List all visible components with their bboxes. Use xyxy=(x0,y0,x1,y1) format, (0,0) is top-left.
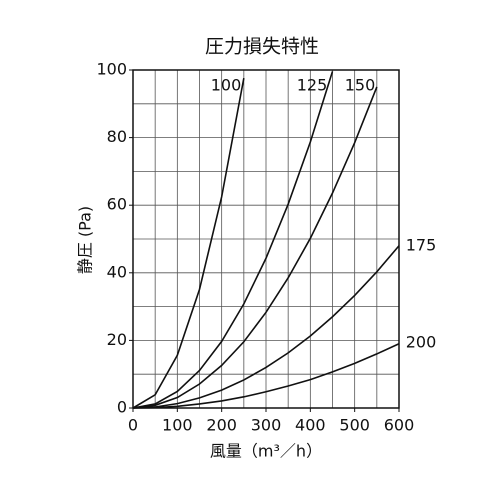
x-tick-label: 500 xyxy=(339,416,370,435)
y-tick-label: 40 xyxy=(107,262,127,281)
chart-title: 圧力損失特性 xyxy=(205,36,319,58)
curve-label: 125 xyxy=(297,76,328,95)
curve xyxy=(132,71,334,409)
y-tick-label: 100 xyxy=(96,60,127,79)
curve xyxy=(132,343,400,409)
curve xyxy=(132,86,378,409)
curve-label: 150 xyxy=(345,76,376,95)
x-tick-label: 0 xyxy=(128,416,138,435)
curve xyxy=(132,245,400,409)
x-tick-label: 600 xyxy=(384,416,415,435)
y-tick-label: 0 xyxy=(117,398,127,417)
x-tick-label: 400 xyxy=(295,416,326,435)
y-tick-label: 80 xyxy=(107,127,127,146)
curve-label: 175 xyxy=(406,236,437,255)
x-tick-label: 200 xyxy=(206,416,237,435)
curve xyxy=(132,77,245,409)
x-tick-label: 300 xyxy=(251,416,282,435)
y-tick-label: 60 xyxy=(107,195,127,214)
y-axis-label: 静圧 (Pa) xyxy=(76,206,95,274)
curve-label: 200 xyxy=(406,333,437,352)
x-tick-label: 100 xyxy=(162,416,193,435)
y-tick-label: 20 xyxy=(107,330,127,349)
curve-label: 100 xyxy=(211,76,242,95)
x-axis-label: 風量（m³／h） xyxy=(210,442,322,461)
